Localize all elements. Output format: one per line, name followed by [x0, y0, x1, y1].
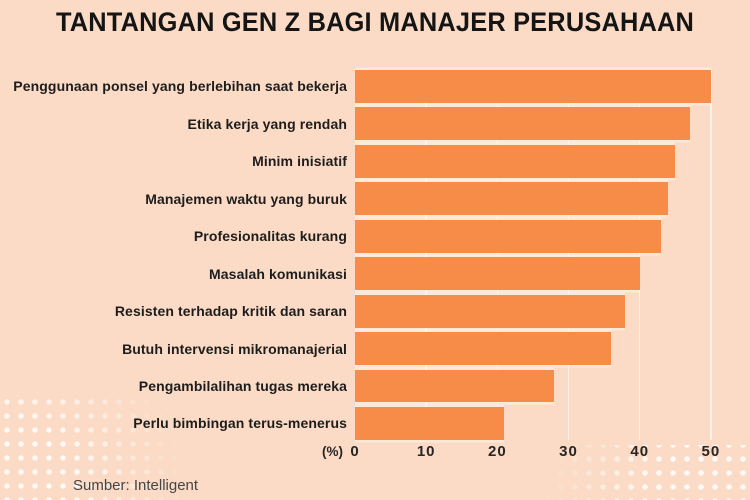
category-label: Penggunaan ponsel yang berlebihan saat b…	[13, 78, 347, 95]
bar-track	[355, 70, 718, 103]
plot-area	[355, 70, 718, 440]
bar-track	[355, 332, 718, 365]
bar-row: Penggunaan ponsel yang berlebihan saat b…	[0, 70, 718, 103]
x-tick-label: 10	[416, 443, 436, 460]
bar-track	[355, 257, 718, 291]
bar-row: Manajemen waktu yang buruk	[0, 182, 718, 216]
bar-track	[355, 369, 718, 403]
chart-title: TANTANGAN GEN Z BAGI MANAJER PERUSAHAAN	[55, 7, 695, 37]
bar	[355, 144, 676, 178]
bar	[355, 219, 662, 253]
bar-row: Profesionalitas kurang	[0, 219, 718, 253]
bar	[355, 107, 690, 141]
x-tick-label: 40	[630, 443, 650, 460]
bar	[355, 369, 555, 403]
bar-track	[355, 294, 718, 328]
category-label: Perlu bimbingan terus-menerus	[133, 415, 347, 432]
bar-track	[355, 219, 718, 253]
bar-track	[355, 182, 718, 216]
bar	[355, 182, 669, 216]
gridline	[638, 70, 641, 440]
x-tick-label: 50	[701, 443, 721, 460]
x-tick-label: 0	[350, 443, 360, 460]
category-label: Profesionalitas kurang	[193, 228, 347, 245]
category-label: Manajemen waktu yang buruk	[145, 190, 347, 207]
axis-unit-label: (%)	[322, 444, 343, 459]
bar-row: Butuh intervensi mikromanajerial	[0, 332, 718, 365]
bar-row: Masalah komunikasi	[0, 257, 718, 291]
bar	[355, 407, 505, 440]
gridline	[567, 70, 570, 440]
bar-row: Etika kerja yang rendah	[0, 107, 718, 141]
category-label: Butuh intervensi mikromanajerial	[122, 340, 347, 357]
bar-track	[355, 107, 718, 141]
category-label: Masalah komunikasi	[209, 265, 347, 282]
bar	[355, 70, 711, 103]
category-label: Etika kerja yang rendah	[187, 115, 347, 132]
bar-track	[355, 407, 718, 440]
gridline	[496, 70, 499, 440]
category-label: Pengambilalihan tugas mereka	[138, 378, 347, 395]
x-axis: (%) 0 10 20 30 40 50	[322, 443, 721, 461]
bar-row: Pengambilalihan tugas mereka	[0, 369, 718, 403]
x-tick-label: 30	[559, 443, 578, 460]
bar	[355, 332, 612, 365]
bar	[355, 294, 626, 328]
bar-rows: Penggunaan ponsel yang berlebihan saat b…	[0, 70, 718, 440]
source-caption: Sumber: Intelligent	[73, 477, 199, 494]
x-tick-label: 20	[488, 443, 507, 460]
bar-track	[355, 144, 718, 178]
category-label: Minim inisiatif	[252, 153, 347, 170]
gridline	[710, 70, 712, 440]
bar	[355, 257, 640, 291]
bar-row: Minim inisiatif	[0, 144, 718, 178]
bar-row: Perlu bimbingan terus-menerus	[0, 407, 718, 440]
bar-row: Resisten terhadap kritik dan saran	[0, 294, 718, 328]
gridline	[425, 70, 427, 440]
category-label: Resisten terhadap kritik dan saran	[114, 303, 347, 320]
